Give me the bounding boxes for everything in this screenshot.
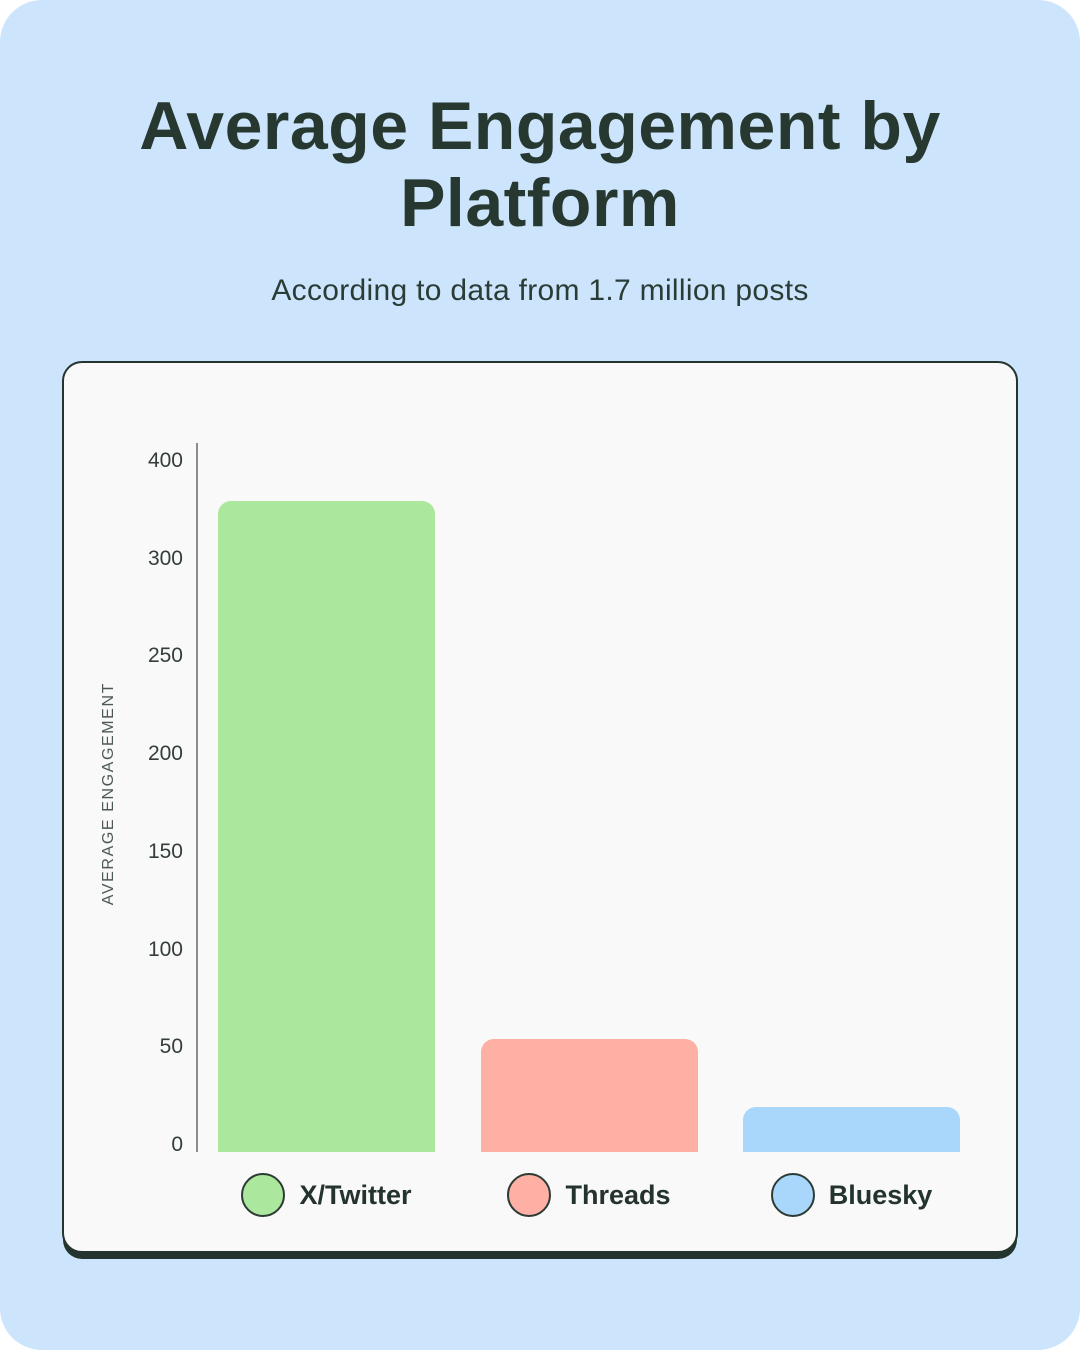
legend-swatch-x-twitter [241, 1173, 286, 1217]
legend-item-threads: Threads [481, 1173, 698, 1217]
bar-bluesky [743, 1106, 960, 1152]
y-tick-label-200: 200 [147, 742, 183, 766]
y-tick-label-400: 400 [147, 449, 183, 472]
y-tick-label-250: 250 [147, 644, 183, 668]
y-axis-line [196, 443, 198, 1152]
legend-item-x-twitter: X/Twitter [218, 1173, 435, 1217]
bars-container [218, 438, 960, 1152]
bar-x-twitter [218, 501, 435, 1152]
bar-threads [480, 1038, 698, 1152]
legend-item-bluesky: Bluesky [743, 1173, 960, 1217]
legend-swatch-threads [507, 1173, 552, 1217]
legend-swatch-bluesky [770, 1173, 815, 1217]
y-tick-label-0: 0 [171, 1132, 183, 1156]
y-tick-label-50: 50 [159, 1035, 183, 1059]
chart-title: Average Engagement by Platform [139, 88, 941, 241]
legend-label-bluesky: Bluesky [828, 1179, 933, 1210]
plot-area: 400 300 250 200 150 100 50 0 [64, 438, 1016, 1156]
chart-card: AVERAGE ENGAGEMENT 400 300 250 200 150 100 50 0… [62, 361, 1018, 1253]
y-tick-label-100: 100 [147, 937, 183, 961]
legend: X/Twitter Threads Bluesky [218, 1173, 960, 1217]
legend-label-threads: Threads [565, 1179, 671, 1210]
y-tick-label-150: 150 [147, 839, 183, 863]
legend-label-x-twitter: X/Twitter [299, 1179, 412, 1210]
chart-subtitle: According to data from 1.7 million posts [271, 274, 809, 307]
y-tick-label-300: 300 [147, 546, 183, 570]
